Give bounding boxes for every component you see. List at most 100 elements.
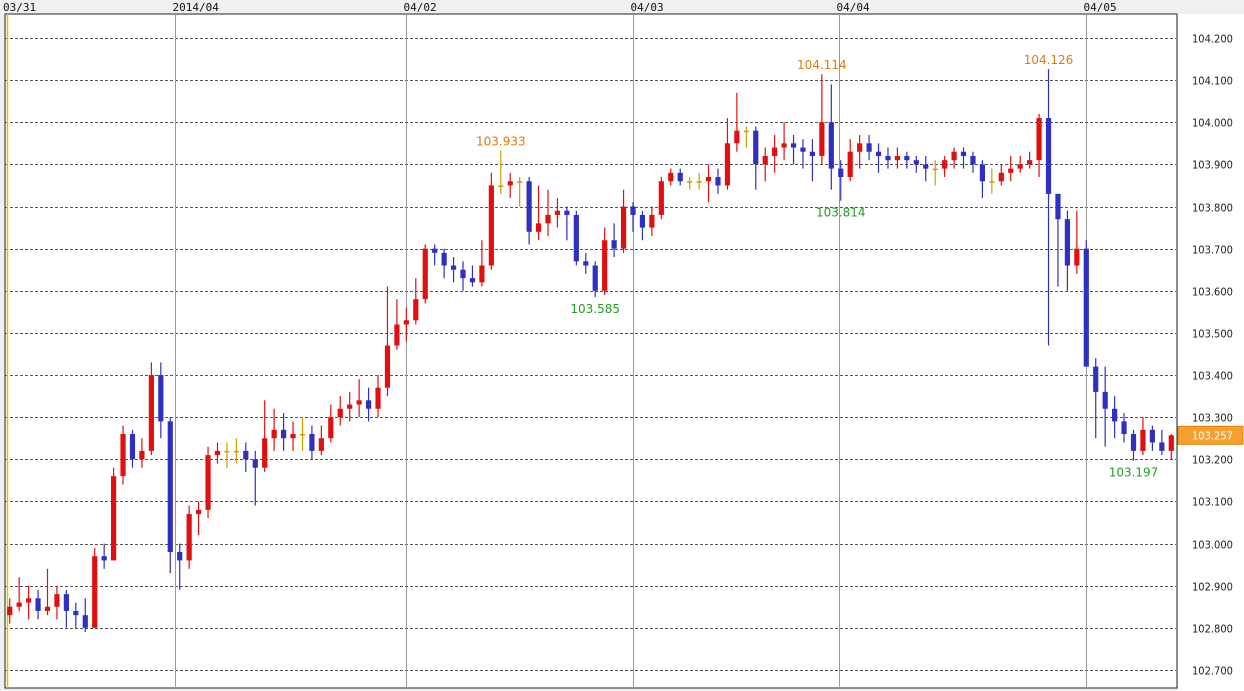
candle-body: [186, 514, 192, 561]
candle-body: [177, 551, 183, 561]
candle: [545, 189, 551, 237]
candle: [469, 265, 476, 287]
candle-body: [413, 299, 419, 321]
candle: [441, 248, 447, 279]
candle-body: [280, 429, 287, 439]
candle: [639, 210, 646, 241]
candle: [460, 261, 466, 291]
y-tick-label: 103.000: [1192, 539, 1233, 552]
candle: [186, 505, 192, 569]
candle-body: [998, 172, 1004, 182]
candle: [762, 147, 768, 182]
candle-body: [734, 130, 740, 144]
candle: [800, 139, 806, 169]
candle: [658, 177, 664, 220]
candle: [252, 450, 258, 506]
candle: [309, 425, 315, 460]
candle: [592, 261, 598, 298]
candle-body: [129, 434, 136, 460]
candle-body: [602, 240, 608, 291]
candle: [942, 155, 948, 178]
candle-body: [970, 155, 976, 165]
candle: [1102, 366, 1108, 447]
candle-body: [347, 404, 353, 409]
candle-body: [866, 143, 872, 152]
candle: [1140, 417, 1146, 456]
y-tick-label: 102.800: [1192, 623, 1233, 636]
candle-body: [469, 278, 476, 283]
candle-body: [63, 594, 69, 611]
candle-body: [1159, 442, 1165, 451]
candle-body: [1121, 421, 1127, 435]
candle-body: [1045, 118, 1052, 194]
candle: [365, 387, 372, 422]
candle: [413, 278, 419, 325]
candle: [630, 202, 636, 232]
candle-body: [781, 143, 787, 148]
candle-body: [328, 417, 334, 439]
candle: [280, 412, 287, 451]
candle-body: [365, 400, 372, 409]
candle-body: [394, 324, 400, 346]
candle: [488, 172, 494, 270]
candle: [205, 446, 211, 519]
candle: [384, 286, 391, 397]
candle-body: [630, 206, 636, 215]
candle: [809, 139, 816, 182]
candle-body: [318, 438, 324, 451]
candle-body: [942, 160, 948, 169]
candles: [7, 69, 1174, 633]
candle-body: [290, 434, 296, 439]
candle-body: [1064, 219, 1070, 266]
grid-lines: [5, 38, 1176, 671]
candle-body: [658, 181, 664, 215]
candle-body: [158, 375, 164, 422]
candle: [158, 362, 164, 439]
candle-body: [1130, 434, 1137, 451]
candle-body: [875, 151, 882, 156]
candle-body: [668, 172, 674, 182]
candle-body: [885, 155, 891, 161]
candle-body: [1093, 366, 1099, 392]
y-tick-label: 104.000: [1192, 117, 1233, 130]
low-price-label: 103.197: [1109, 466, 1159, 480]
candle: [838, 160, 844, 201]
candle-body: [26, 598, 32, 603]
y-tick-label: 103.900: [1192, 159, 1233, 172]
y-tick-label: 103.700: [1192, 244, 1233, 257]
candle-body: [82, 615, 88, 628]
candle-body: [195, 509, 202, 515]
date-label: 2014/04: [173, 1, 220, 14]
candle: [290, 421, 296, 451]
candle: [1130, 429, 1137, 461]
candle: [960, 147, 967, 169]
candle: [299, 417, 306, 451]
candle-body: [101, 556, 107, 561]
candle: [120, 425, 126, 485]
candle: [177, 543, 183, 590]
candle: [715, 168, 721, 194]
candle: [1045, 69, 1052, 346]
candle-body: [403, 320, 409, 325]
candle: [82, 598, 88, 633]
candle: [1112, 396, 1118, 439]
candle: [224, 442, 230, 468]
candle: [16, 577, 22, 611]
candle: [337, 396, 343, 426]
candle: [422, 244, 428, 304]
candle-body: [554, 210, 561, 215]
y-tick-label: 103.300: [1192, 412, 1233, 425]
price-axis: 102.700 102.800 102.900 103.000 103.100 103.2…: [1192, 33, 1233, 678]
candle-body: [800, 147, 806, 152]
date-label: 03/31: [3, 1, 36, 14]
y-tick-label: 104.100: [1192, 75, 1233, 88]
candle-body: [894, 155, 901, 161]
candle-body: [583, 261, 589, 266]
candle-body: [1083, 248, 1089, 367]
candle: [233, 438, 239, 464]
candle-body: [790, 143, 797, 148]
candle: [913, 155, 919, 173]
current-price-box: [1177, 425, 1244, 445]
candle-body: [847, 151, 853, 178]
candle-body: [545, 214, 551, 224]
